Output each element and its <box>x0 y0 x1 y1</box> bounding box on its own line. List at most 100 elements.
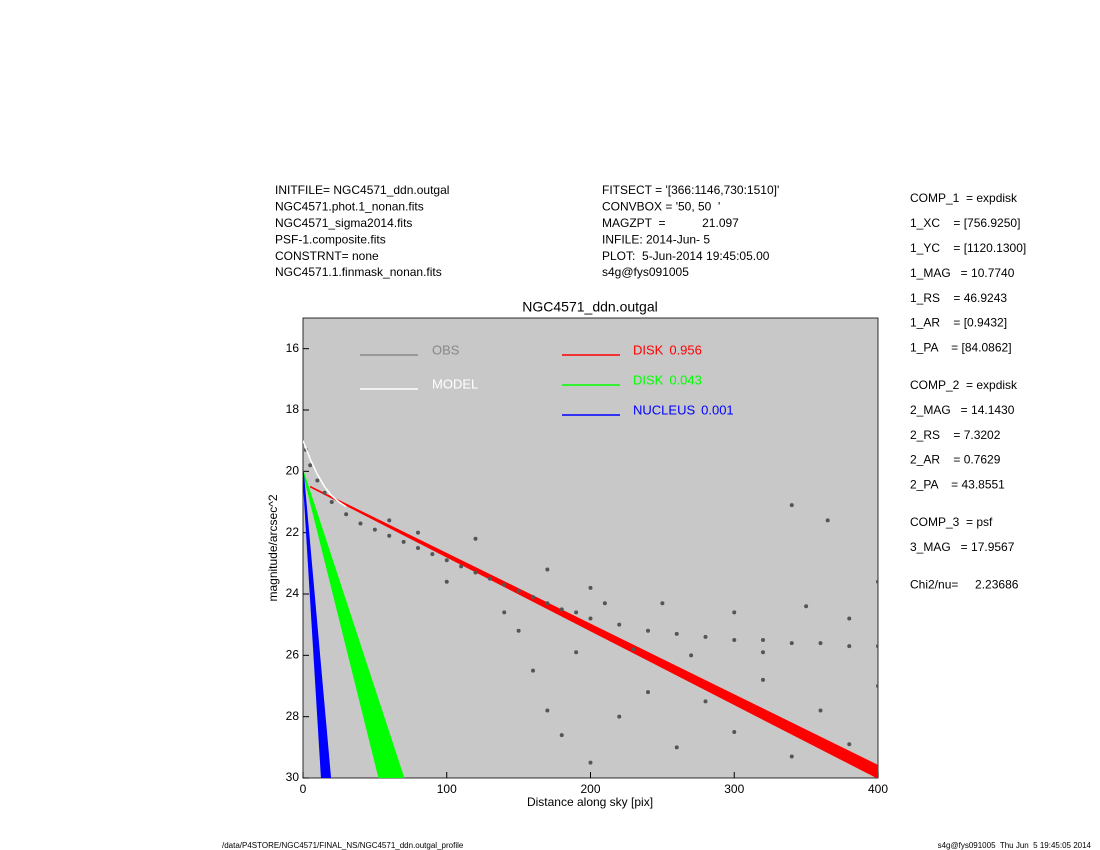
y-tick-label: 24 <box>286 586 300 600</box>
parameter-line: COMP_3 = psf <box>910 515 993 529</box>
obs-point <box>703 699 708 704</box>
x-tick-label: 300 <box>724 782 744 796</box>
obs-point <box>847 644 852 649</box>
model-line <box>303 440 347 508</box>
obs-point <box>646 690 650 695</box>
plot-background <box>302 317 879 779</box>
obs-point <box>372 527 377 532</box>
obs-point <box>732 610 737 615</box>
obs-point <box>876 684 878 688</box>
header-right-line: PLOT: 5-Jun-2014 19:45:05.00 <box>602 249 770 263</box>
y-tick-label: 22 <box>286 525 300 539</box>
header-left-line: PSF-1.composite.fits <box>275 232 386 246</box>
obs-point <box>617 714 622 719</box>
obs-point <box>876 644 878 649</box>
header-left-line: NGC4571_sigma2014.fits <box>275 216 412 230</box>
obs-point <box>588 616 593 621</box>
obs-point <box>732 730 737 734</box>
plot-area <box>303 440 878 778</box>
component-band <box>303 471 405 778</box>
obs-point <box>473 570 478 575</box>
parameter-line: Chi2/nu= 2.23686 <box>910 577 1019 591</box>
parameter-line: COMP_1 = expdisk <box>910 191 1018 205</box>
obs-point <box>329 500 334 504</box>
obs-point <box>344 512 349 517</box>
obs-point <box>531 668 535 673</box>
obs-point <box>444 579 449 584</box>
y-tick-label: 20 <box>286 464 300 478</box>
parameter-line: 1_PA = [84.0862] <box>910 341 1012 355</box>
obs-point <box>689 653 694 658</box>
obs-point <box>574 610 579 615</box>
obs-point <box>674 631 679 636</box>
obs-point <box>574 650 579 655</box>
obs-point <box>559 733 564 738</box>
obs-point <box>761 677 765 682</box>
obs-point <box>545 708 550 713</box>
obs-point <box>646 628 650 633</box>
obs-point <box>473 536 478 541</box>
x-axis-label: Distance along sky [pix] <box>527 795 653 809</box>
obs-point <box>358 521 363 526</box>
y-tick-label: 28 <box>286 709 300 723</box>
header-left-line: NGC4571.1.finmask_nonan.fits <box>275 265 442 279</box>
x-tick-label: 100 <box>437 782 457 796</box>
y-tick-label: 30 <box>286 770 300 784</box>
parameter-line: 3_MAG = 17.9567 <box>910 540 1015 554</box>
chart-title: NGC4571_ddn.outgal <box>522 299 657 315</box>
header-right-line: FITSECT = '[366:1146,730:1510]' <box>602 183 779 197</box>
obs-point <box>416 530 420 535</box>
component-band <box>303 471 332 778</box>
legend-label: DISK <box>633 372 664 387</box>
parameter-line: 1_MAG = 10.7740 <box>910 266 1015 280</box>
y-tick-label: 18 <box>286 402 300 416</box>
header-right-line: CONVBOX = '50, 50 ' <box>602 200 720 214</box>
obs-point <box>308 463 313 468</box>
parameter-line: 1_RS = 46.9243 <box>910 291 1007 305</box>
legend-fraction: 0.043 <box>669 372 702 387</box>
obs-point <box>401 539 406 544</box>
parameter-line: 1_YC = [1120.1300] <box>910 241 1026 255</box>
obs-point <box>444 558 449 563</box>
header-left-line: INITFILE= NGC4571_ddn.outgal <box>275 183 449 197</box>
header-left-line: CONSTRNT= none <box>275 249 379 263</box>
parameter-line: 2_AR = 0.7629 <box>910 453 1001 467</box>
y-tick-label: 16 <box>286 341 300 355</box>
header-right-line: INFILE: 2014-Jun- 5 <box>602 232 710 246</box>
x-tick-label: 0 <box>300 782 307 796</box>
obs-point <box>315 478 320 483</box>
obs-point <box>502 582 507 587</box>
obs-point <box>818 708 823 713</box>
obs-point <box>487 576 492 581</box>
obs-point <box>459 564 464 569</box>
obs-point <box>531 595 535 600</box>
component-band <box>309 485 878 778</box>
legend-fraction: 0.001 <box>701 402 734 417</box>
parameter-line: COMP_2 = expdisk <box>910 378 1018 392</box>
legend-label: OBS <box>432 342 460 357</box>
obs-point <box>430 552 435 557</box>
obs-point <box>825 518 830 523</box>
obs-point <box>703 634 708 639</box>
obs-point <box>545 601 550 606</box>
obs-point <box>322 490 327 495</box>
legend-fraction: 0.956 <box>669 342 702 357</box>
obs-point <box>588 585 593 590</box>
obs-point <box>847 616 852 621</box>
obs-point <box>804 604 809 609</box>
parameter-line: 2_PA = 43.8551 <box>910 478 1005 492</box>
obs-point <box>789 503 794 508</box>
obs-point <box>516 628 521 633</box>
footer-right: s4g@fys091005 Thu Jun 5 19:45:05 2014 <box>938 841 1092 850</box>
obs-point <box>789 754 794 759</box>
obs-point <box>559 607 564 612</box>
obs-point <box>660 601 665 606</box>
legend-label: NUCLEUS <box>633 402 695 417</box>
obs-point <box>674 745 679 750</box>
obs-point <box>545 567 550 572</box>
obs-point <box>761 638 765 642</box>
legend-label: MODEL <box>432 376 478 391</box>
obs-point <box>847 742 852 747</box>
header-left-line: NGC4571.phot.1_nonan.fits <box>275 200 424 214</box>
